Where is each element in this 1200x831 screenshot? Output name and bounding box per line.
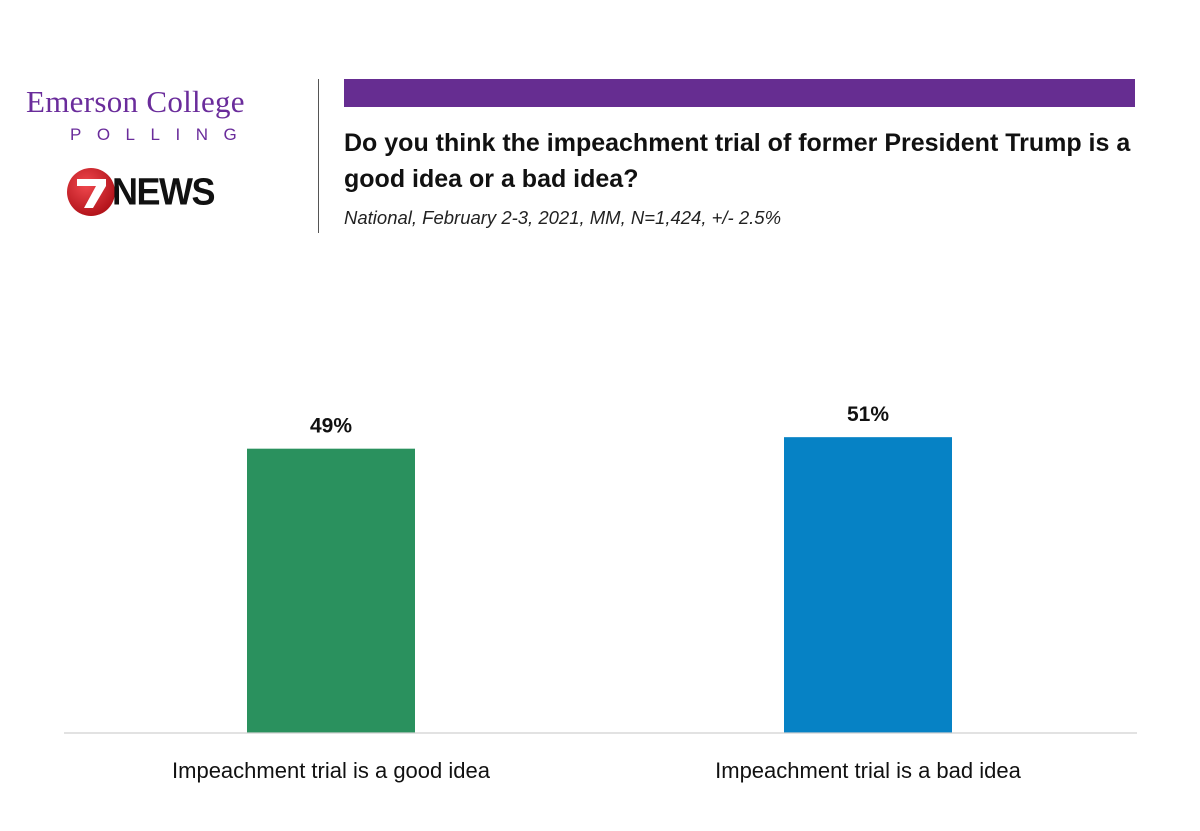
data-label-good-idea: 49% — [310, 415, 352, 438]
category-label-bad-idea: Impeachment trial is a bad idea — [715, 758, 1021, 783]
bar-bad-idea — [784, 437, 952, 733]
accent-bar — [344, 79, 1135, 107]
bar-good-idea — [247, 448, 415, 733]
news-wordmark: NEWS — [112, 169, 216, 213]
7news-logo: NEWS — [66, 167, 266, 223]
emerson-college-logo-text: Emerson College — [26, 84, 245, 119]
chart-subtitle: National, February 2-3, 2021, MM, N=1,42… — [344, 207, 782, 228]
chart-title: Do you think the impeachment trial of fo… — [344, 129, 1131, 193]
polling-logo-text: POLLING — [70, 125, 253, 144]
data-label-bad-idea: 51% — [847, 403, 889, 426]
category-label-good-idea: Impeachment trial is a good idea — [172, 758, 491, 783]
seven-badge-icon — [67, 168, 115, 216]
header-divider — [318, 79, 319, 233]
